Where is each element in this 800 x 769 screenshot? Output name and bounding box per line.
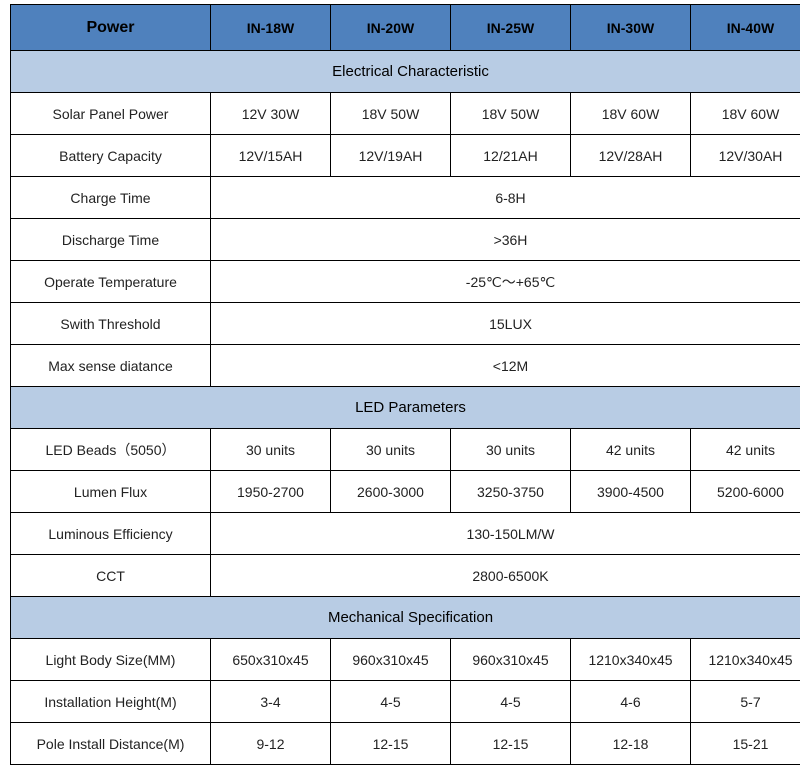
spec-table: Power IN-18W IN-20W IN-25W IN-30W IN-40W… <box>10 4 800 765</box>
cell: 18V 60W <box>691 93 800 135</box>
label-sense: Max sense diatance <box>11 345 211 387</box>
label-solar-panel: Solar Panel Power <box>11 93 211 135</box>
cell: 1950-2700 <box>211 471 331 513</box>
cell: 1210x340x45 <box>691 639 800 681</box>
cell: 30 units <box>451 429 571 471</box>
cell: 30 units <box>211 429 331 471</box>
cell: 42 units <box>571 429 691 471</box>
row-beads: LED Beads（5050） 30 units 30 units 30 uni… <box>11 429 800 471</box>
header-col-2: IN-25W <box>451 5 571 51</box>
header-col-4: IN-40W <box>691 5 800 51</box>
label-lumen: Lumen Flux <box>11 471 211 513</box>
cell-merged: 6-8H <box>211 177 800 219</box>
header-col-3: IN-30W <box>571 5 691 51</box>
label-eff: Luminous Efficiency <box>11 513 211 555</box>
cell-merged: 130-150LM/W <box>211 513 800 555</box>
section-led: LED Parameters <box>11 387 800 429</box>
row-battery: Battery Capacity 12V/15AH 12V/19AH 12/21… <box>11 135 800 177</box>
cell: 12-15 <box>331 723 451 765</box>
cell: 960x310x45 <box>451 639 571 681</box>
header-power: Power <box>11 5 211 51</box>
cell: 12-15 <box>451 723 571 765</box>
section-electrical: Electrical Characteristic <box>11 51 800 93</box>
cell: 12V/19AH <box>331 135 451 177</box>
section-mech: Mechanical Specification <box>11 597 800 639</box>
cell-merged: 2800-6500K <box>211 555 800 597</box>
cell: 2600-3000 <box>331 471 451 513</box>
cell: 12V 30W <box>211 93 331 135</box>
row-solar-panel: Solar Panel Power 12V 30W 18V 50W 18V 50… <box>11 93 800 135</box>
header-col-0: IN-18W <box>211 5 331 51</box>
cell: 18V 50W <box>451 93 571 135</box>
label-op-temp: Operate Temperature <box>11 261 211 303</box>
row-lumen: Lumen Flux 1950-2700 2600-3000 3250-3750… <box>11 471 800 513</box>
row-discharge: Discharge Time >36H <box>11 219 800 261</box>
cell: 650x310x45 <box>211 639 331 681</box>
section-led-label: LED Parameters <box>11 387 800 429</box>
label-charge: Charge Time <box>11 177 211 219</box>
cell: 4-5 <box>451 681 571 723</box>
row-height: Installation Height(M) 3-4 4-5 4-5 4-6 5… <box>11 681 800 723</box>
label-height: Installation Height(M) <box>11 681 211 723</box>
cell-merged: <12M <box>211 345 800 387</box>
label-cct: CCT <box>11 555 211 597</box>
header-row: Power IN-18W IN-20W IN-25W IN-30W IN-40W <box>11 5 800 51</box>
label-switch: Swith Threshold <box>11 303 211 345</box>
cell-merged: >36H <box>211 219 800 261</box>
row-sense: Max sense diatance <12M <box>11 345 800 387</box>
cell: 1210x340x45 <box>571 639 691 681</box>
cell: 960x310x45 <box>331 639 451 681</box>
header-col-1: IN-20W <box>331 5 451 51</box>
cell: 18V 60W <box>571 93 691 135</box>
spec-table-wrap: Power IN-18W IN-20W IN-25W IN-30W IN-40W… <box>0 0 800 769</box>
row-op-temp: Operate Temperature -25℃～+65℃ <box>11 261 800 303</box>
label-beads: LED Beads（5050） <box>11 429 211 471</box>
row-body: Light Body Size(MM) 650x310x45 960x310x4… <box>11 639 800 681</box>
cell: 12V/15AH <box>211 135 331 177</box>
cell: 30 units <box>331 429 451 471</box>
cell: 3-4 <box>211 681 331 723</box>
cell: 12V/28AH <box>571 135 691 177</box>
label-pole: Pole Install Distance(M) <box>11 723 211 765</box>
row-switch: Swith Threshold 15LUX <box>11 303 800 345</box>
cell: 9-12 <box>211 723 331 765</box>
cell: 18V 50W <box>331 93 451 135</box>
cell-merged: 15LUX <box>211 303 800 345</box>
row-eff: Luminous Efficiency 130-150LM/W <box>11 513 800 555</box>
cell: 12V/30AH <box>691 135 800 177</box>
cell: 42 units <box>691 429 800 471</box>
cell: 3250-3750 <box>451 471 571 513</box>
cell: 12-18 <box>571 723 691 765</box>
row-cct: CCT 2800-6500K <box>11 555 800 597</box>
row-pole: Pole Install Distance(M) 9-12 12-15 12-1… <box>11 723 800 765</box>
section-mech-label: Mechanical Specification <box>11 597 800 639</box>
label-discharge: Discharge Time <box>11 219 211 261</box>
label-body: Light Body Size(MM) <box>11 639 211 681</box>
cell: 3900-4500 <box>571 471 691 513</box>
section-electrical-label: Electrical Characteristic <box>11 51 800 93</box>
cell: 4-5 <box>331 681 451 723</box>
cell: 15-21 <box>691 723 800 765</box>
cell: 4-6 <box>571 681 691 723</box>
cell: 12/21AH <box>451 135 571 177</box>
row-charge: Charge Time 6-8H <box>11 177 800 219</box>
cell-merged: -25℃～+65℃ <box>211 261 800 303</box>
cell: 5200-6000 <box>691 471 800 513</box>
label-battery: Battery Capacity <box>11 135 211 177</box>
cell: 5-7 <box>691 681 800 723</box>
